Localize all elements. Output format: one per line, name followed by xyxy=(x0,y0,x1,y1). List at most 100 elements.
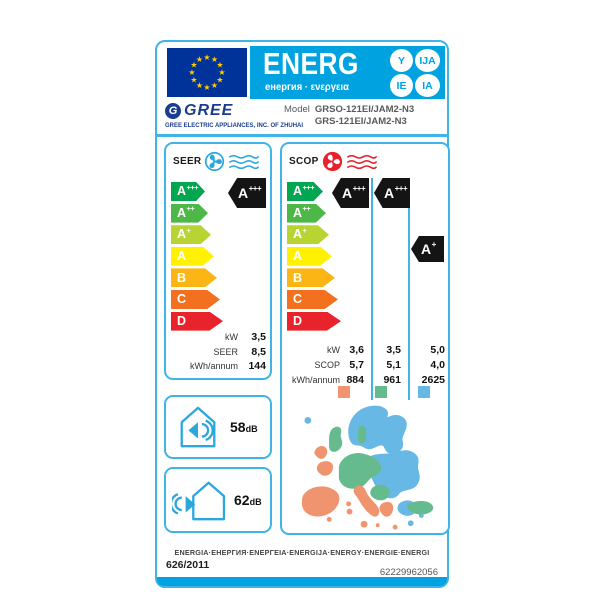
indoor-noise-value: 58 dB xyxy=(230,419,258,435)
gree-logo: G GREE xyxy=(165,102,233,120)
scop-section: SCOP A +++ A ++ A + A B xyxy=(280,142,450,535)
average-zone-swatch xyxy=(375,386,387,398)
rating-arrow-a3plus: A +++ xyxy=(171,182,205,201)
rating-arrow-c: C xyxy=(171,289,220,309)
scop-kw-label: kW xyxy=(327,345,340,355)
scop-scop-label: SCOP xyxy=(314,360,340,370)
scop-scop-average: 5,1 xyxy=(386,359,401,371)
brand-row: G GREE GREE ELECTRIC APPLIANCES, INC. OF… xyxy=(157,100,447,134)
seer-section: SEER A +++ A ++ A + xyxy=(164,142,272,380)
eu-energy-label: ★ ★ ★ ★ ★ ★ ★ ★ ★ ★ ★ ★ ENERG енергия · ενεργεια… xyxy=(155,40,450,588)
rating-arrow-b: B xyxy=(171,268,217,288)
rating-arrow-a2plus: A ++ xyxy=(287,203,326,223)
regulation-number: 626/2011 xyxy=(166,559,210,571)
seer-values: kW 3,5 SEER 8,5 kWh/annum 144 xyxy=(170,331,266,372)
svg-text:★: ★ xyxy=(190,76,197,85)
rating-arrow-a3plus: A +++ xyxy=(287,182,323,201)
svg-text:★: ★ xyxy=(211,55,218,64)
seer-title: SEER xyxy=(173,156,202,167)
gree-logo-icon: G xyxy=(165,103,181,119)
scop-scop-warmer: 5,7 xyxy=(349,359,364,371)
model-number-1: GRSO-121EI/JAM2-N3 xyxy=(314,104,415,115)
svg-text:★: ★ xyxy=(216,76,223,85)
seer-seer-label: SEER xyxy=(213,346,238,357)
header-divider xyxy=(157,134,447,137)
zone-divider-1 xyxy=(371,178,373,400)
europe-climate-map xyxy=(287,401,447,531)
seer-kw-value: 3,5 xyxy=(251,331,266,343)
rating-arrow-b: B xyxy=(287,268,335,288)
seer-rating-scale: A +++ A ++ A + A B C D xyxy=(171,182,223,333)
scop-kw-warmer: 3,6 xyxy=(349,344,364,356)
company-name: GREE ELECTRIC APPLIANCES, INC. OF ZHUHAI xyxy=(165,122,304,129)
rating-arrow-a2plus: A ++ xyxy=(171,203,208,223)
energ-subtitle: енергия · ενεργεια xyxy=(265,81,349,93)
seer-seer-value: 8,5 xyxy=(251,345,266,358)
scop-title: SCOP xyxy=(289,156,319,167)
rating-arrow-a: A xyxy=(171,246,214,266)
model-number-2: GRS-121EI/JAM2-N3 xyxy=(314,116,407,127)
scop-header: SCOP xyxy=(289,151,378,172)
gree-wordmark: GREE xyxy=(184,102,234,119)
cold-air-waves-icon xyxy=(229,154,260,169)
bottom-bar xyxy=(157,577,447,586)
energ-header: ENERG енергия · ενεργεια Y IJA IE IA xyxy=(250,46,445,99)
rating-arrow-a: A xyxy=(287,246,332,266)
language-suffix-badges: Y IJA IE IA xyxy=(390,49,440,97)
cooling-fan-icon xyxy=(205,151,225,172)
svg-text:★: ★ xyxy=(196,81,203,90)
average-zone xyxy=(312,425,434,515)
indoor-noise-section: 58 dB xyxy=(164,395,272,459)
svg-text:★: ★ xyxy=(211,81,218,90)
badge-ija: IJA xyxy=(415,49,440,72)
energ-title: ENERG xyxy=(263,46,359,81)
svg-text:★: ★ xyxy=(203,83,210,92)
warmer-zone xyxy=(302,445,398,530)
scop-rating-scale: A +++ A ++ A + A B C D xyxy=(287,182,341,333)
model-info: Model GRSO-121EI/JAM2-N3 GRS-121EI/JAM2-… xyxy=(284,104,414,127)
model-label: Model xyxy=(284,104,310,115)
badge-ia: IA xyxy=(415,74,440,97)
seer-kw-label: kW xyxy=(225,332,238,342)
badge-y: Y xyxy=(390,49,413,72)
svg-text:★: ★ xyxy=(203,53,210,62)
svg-text:★: ★ xyxy=(196,55,203,64)
eu-flag-stars: ★ ★★ ★★★ ★★★ ★★★ xyxy=(188,53,225,92)
heating-fan-icon xyxy=(322,151,342,172)
indoor-noise-icon xyxy=(180,406,216,448)
seer-header: SEER xyxy=(173,151,260,172)
scop-kw-average: 3,5 xyxy=(386,344,401,356)
svg-text:★: ★ xyxy=(218,68,225,77)
label-code: 62229962056 xyxy=(379,567,438,578)
energy-languages-line: ENERGIA·ЕНЕРГИЯ·ΕΝΕΡΓΕΙΑ·ENERGIJA·ENERGY… xyxy=(174,548,430,557)
scop-scop-colder: 4,0 xyxy=(430,359,445,371)
rating-arrow-a1plus: A + xyxy=(287,225,329,245)
scop-values: kW 3,6 3,5 5,0 SCOP 5,7 5,1 4,0 kWh/annu… xyxy=(286,344,445,386)
svg-text:★: ★ xyxy=(188,68,195,77)
scop-average-indicator: A +++ xyxy=(374,178,410,208)
warmer-zone-swatch xyxy=(338,386,350,398)
zone-divider-2 xyxy=(408,178,410,400)
outdoor-noise-icon xyxy=(172,481,226,521)
rating-arrow-c: C xyxy=(287,289,338,309)
scop-kw-colder: 5,0 xyxy=(430,344,445,356)
scop-colder-indicator: A + xyxy=(411,236,444,262)
rating-arrow-a1plus: A + xyxy=(171,225,211,245)
warm-air-waves-icon xyxy=(346,154,377,169)
svg-text:★: ★ xyxy=(216,61,223,70)
outdoor-noise-value: 62 dB xyxy=(234,492,262,508)
seer-kwh-value: 144 xyxy=(248,360,266,372)
scop-kwh-average: 961 xyxy=(383,374,401,386)
svg-text:★: ★ xyxy=(190,61,197,70)
rating-arrow-d: D xyxy=(287,311,341,331)
scop-kwh-warmer: 884 xyxy=(346,374,364,386)
scop-kwh-colder: 2625 xyxy=(421,374,445,386)
scop-warmer-indicator: A +++ xyxy=(332,178,369,208)
rating-arrow-d: D xyxy=(171,311,223,331)
seer-kwh-label: kWh/annum xyxy=(189,361,238,371)
eu-flag: ★ ★★ ★★★ ★★★ ★★★ xyxy=(167,48,247,97)
seer-rating-indicator: A +++ xyxy=(228,178,266,208)
colder-zone-swatch xyxy=(418,386,430,398)
scop-kwh-label: kWh/annum xyxy=(291,375,340,385)
